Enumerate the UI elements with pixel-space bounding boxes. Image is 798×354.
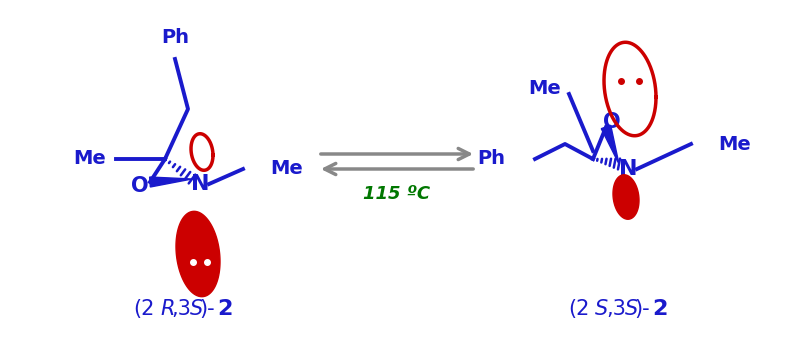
Text: N: N — [191, 174, 209, 194]
Text: Ph: Ph — [477, 149, 505, 169]
Text: O: O — [603, 112, 621, 132]
Text: Me: Me — [718, 135, 751, 154]
Text: (2: (2 — [569, 299, 590, 319]
Text: N: N — [618, 159, 638, 179]
Text: S: S — [190, 299, 203, 319]
Text: R: R — [160, 299, 175, 319]
Text: (2: (2 — [133, 299, 155, 319]
Text: O: O — [131, 176, 148, 196]
Text: ,3: ,3 — [171, 299, 191, 319]
Polygon shape — [601, 125, 619, 164]
Text: ,3: ,3 — [606, 299, 626, 319]
Text: 115 ºC: 115 ºC — [363, 185, 431, 203]
Polygon shape — [150, 177, 192, 187]
Polygon shape — [613, 175, 639, 219]
Polygon shape — [176, 211, 220, 297]
Text: Me: Me — [528, 80, 561, 98]
Text: Me: Me — [73, 149, 106, 169]
Text: S: S — [595, 299, 608, 319]
Text: )-: )- — [199, 299, 215, 319]
Text: Me: Me — [270, 160, 302, 178]
Text: Ph: Ph — [161, 28, 189, 47]
Text: )-: )- — [634, 299, 650, 319]
Text: 2: 2 — [652, 299, 667, 319]
Text: S: S — [625, 299, 638, 319]
Text: 2: 2 — [217, 299, 232, 319]
